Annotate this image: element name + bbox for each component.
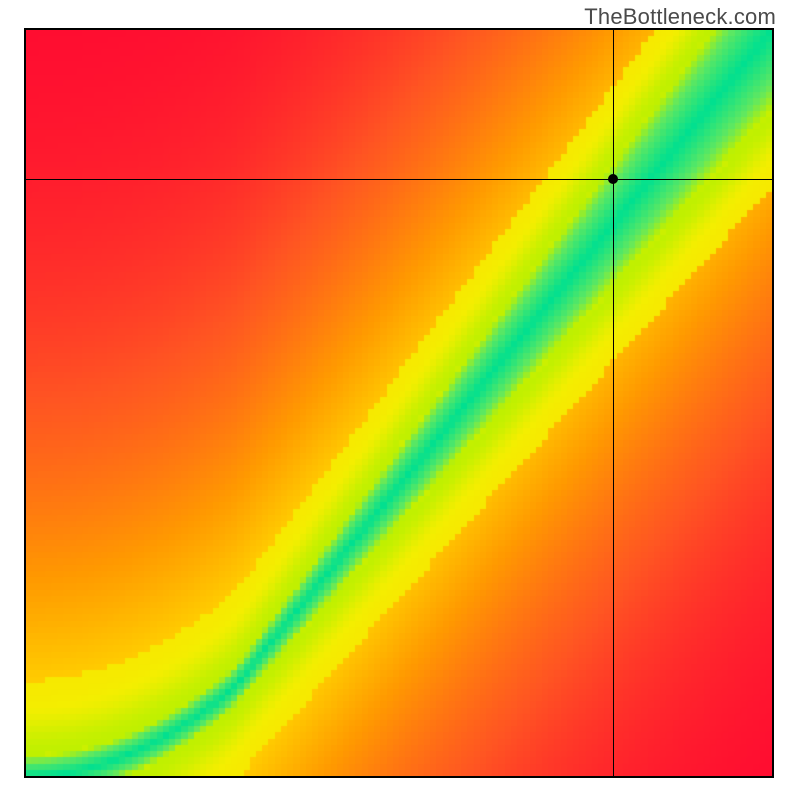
bottleneck-heatmap <box>26 30 772 776</box>
chart-frame <box>24 28 774 778</box>
crosshair-vertical <box>613 30 614 776</box>
root-container: TheBottleneck.com <box>0 0 800 800</box>
marker-dot <box>608 174 618 184</box>
crosshair-horizontal <box>26 179 772 180</box>
watermark-text: TheBottleneck.com <box>584 4 776 30</box>
